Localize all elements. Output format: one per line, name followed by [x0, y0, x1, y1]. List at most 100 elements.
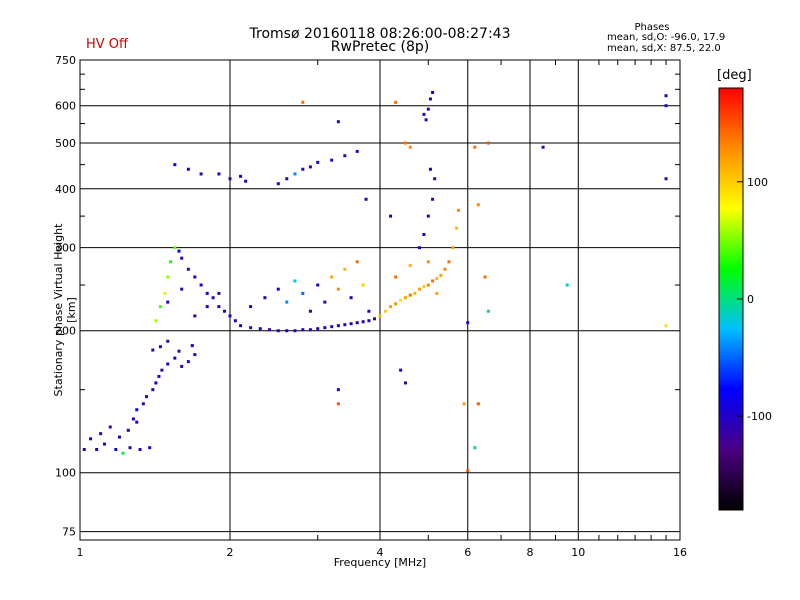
- data-point: [394, 302, 398, 306]
- data-point: [126, 428, 130, 432]
- data-point: [408, 293, 412, 297]
- x-tick-label: 6: [464, 546, 471, 559]
- data-point: [336, 287, 340, 291]
- data-point: [180, 287, 184, 291]
- data-point: [462, 402, 466, 406]
- data-point: [293, 279, 297, 283]
- data-point: [447, 260, 451, 264]
- data-point: [138, 447, 142, 451]
- x-tick-label: 8: [527, 546, 534, 559]
- data-point: [443, 267, 447, 271]
- data-point: [408, 264, 412, 268]
- data-point: [135, 420, 139, 424]
- data-point: [664, 104, 668, 108]
- data-point: [343, 267, 347, 271]
- data-point: [285, 329, 289, 333]
- data-point: [114, 447, 118, 451]
- data-point: [367, 319, 371, 323]
- data-point: [424, 118, 428, 122]
- data-point: [177, 249, 181, 253]
- data-point: [141, 402, 145, 406]
- data-point: [431, 197, 435, 201]
- data-point: [349, 296, 353, 300]
- data-point: [308, 309, 312, 313]
- data-point: [455, 226, 459, 230]
- data-point: [389, 305, 393, 309]
- data-point: [435, 277, 439, 281]
- chart-subtitle: RwPretec (8p): [330, 39, 430, 55]
- x-tick-label: 10: [571, 546, 585, 559]
- data-point: [228, 314, 232, 318]
- data-point: [160, 368, 164, 372]
- data-point: [276, 287, 280, 291]
- data-point: [364, 197, 368, 201]
- data-point: [293, 329, 297, 333]
- data-point: [486, 309, 490, 313]
- data-point: [433, 177, 437, 181]
- y-tick-label: 75: [62, 526, 76, 539]
- data-point: [422, 285, 426, 289]
- x-axis-label: Frequency [MHz]: [333, 556, 427, 569]
- data-point: [426, 214, 430, 218]
- data-point: [190, 344, 194, 348]
- data-point: [217, 291, 221, 295]
- data-point: [205, 291, 209, 295]
- data-point: [166, 300, 170, 304]
- data-point: [166, 362, 170, 366]
- x-tick-label: 16: [673, 546, 687, 559]
- data-point: [473, 446, 477, 450]
- data-point: [169, 260, 173, 264]
- data-point: [664, 177, 668, 181]
- data-point: [422, 112, 426, 116]
- data-point: [285, 300, 289, 304]
- data-point: [408, 145, 412, 149]
- data-point: [199, 283, 203, 287]
- data-point: [483, 275, 487, 279]
- data-point: [263, 296, 267, 300]
- data-point: [330, 158, 334, 162]
- x-tick-label: 4: [377, 546, 384, 559]
- data-point: [451, 246, 455, 250]
- data-point: [244, 179, 248, 183]
- data-point: [323, 300, 327, 304]
- data-point: [173, 246, 177, 250]
- data-point: [193, 353, 197, 357]
- data-point: [457, 208, 461, 212]
- data-point: [166, 339, 170, 343]
- data-point: [151, 388, 155, 392]
- data-point: [378, 314, 382, 318]
- data-point: [99, 432, 103, 436]
- data-point: [336, 388, 340, 392]
- colorbar-unit-label: [deg]: [717, 68, 752, 83]
- data-point: [135, 408, 139, 412]
- data-point: [664, 324, 668, 328]
- hv-status-label: HV Off: [86, 37, 128, 52]
- data-point: [439, 273, 443, 277]
- data-point: [343, 323, 347, 327]
- data-point: [205, 305, 209, 309]
- data-point: [394, 275, 398, 279]
- data-point: [186, 360, 190, 364]
- data-point: [258, 327, 262, 331]
- data-point: [95, 447, 99, 451]
- data-point: [103, 442, 107, 446]
- data-point: [193, 314, 197, 318]
- data-point: [426, 260, 430, 264]
- data-point: [301, 100, 305, 104]
- data-point: [239, 174, 243, 178]
- data-point: [108, 425, 112, 429]
- data-point: [565, 283, 569, 287]
- data-point: [166, 275, 170, 279]
- data-point: [403, 296, 407, 300]
- phase-stats-x: mean, sd,X: 87.5, 22.0: [607, 43, 721, 54]
- data-point: [343, 154, 347, 158]
- data-point: [131, 417, 135, 421]
- y-tick-label: 400: [55, 183, 76, 196]
- data-point: [173, 356, 177, 360]
- data-point: [541, 145, 545, 149]
- data-point: [330, 325, 334, 329]
- data-point: [399, 368, 403, 372]
- data-point: [349, 322, 353, 326]
- data-point: [373, 317, 377, 321]
